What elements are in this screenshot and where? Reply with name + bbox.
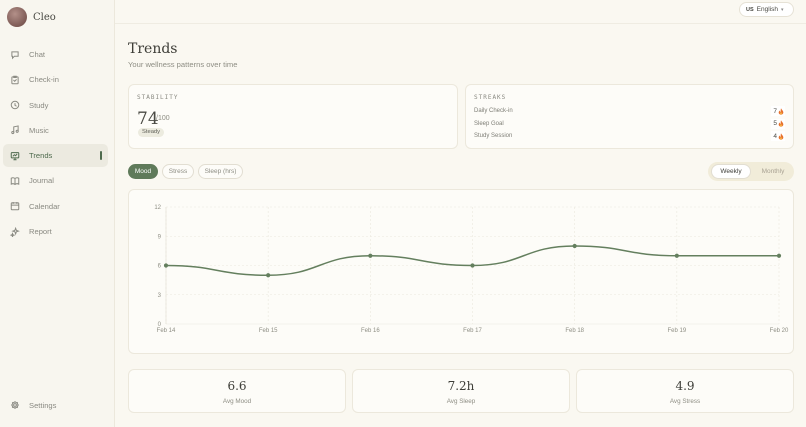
stability-label: STABILITY bbox=[137, 94, 179, 101]
sidebar-item-settings[interactable]: Settings bbox=[10, 400, 56, 410]
x-tick-label: Feb 19 bbox=[667, 328, 686, 334]
sidebar-item-trends[interactable]: Trends bbox=[3, 144, 108, 168]
page-subtitle: Your wellness patterns over time bbox=[128, 60, 238, 69]
data-point bbox=[674, 253, 679, 258]
sidebar-item-label: Journal bbox=[29, 176, 54, 186]
streak-name: Daily Check-in bbox=[474, 108, 513, 114]
stat-value: 7.2h bbox=[447, 379, 475, 393]
brand: Cleo bbox=[7, 7, 56, 27]
book-icon bbox=[10, 177, 20, 186]
flame-icon bbox=[778, 107, 784, 115]
trend-chart-card: 12 9 6 3 0 Feb 14 Feb 15 Feb 16 Feb 17 Feb 18 Feb … bbox=[128, 189, 794, 354]
data-point bbox=[572, 243, 577, 249]
streak-count-value: 5 bbox=[773, 120, 777, 127]
data-point bbox=[470, 263, 475, 268]
stat-label: Avg Stress bbox=[669, 398, 701, 405]
sidebar-item-label: Chat bbox=[29, 50, 46, 59]
tab-stress[interactable]: Stress bbox=[162, 164, 194, 179]
streak-count: 5 bbox=[771, 118, 785, 129]
sidebar-item-label: Check-in bbox=[29, 75, 59, 85]
streak-count: 7 bbox=[771, 106, 785, 116]
sidebar-item-label: Calendar bbox=[29, 201, 60, 211]
x-tick-label: Feb 15 bbox=[259, 328, 278, 334]
stat-card-sleep: 7.2h Avg Sleep bbox=[352, 369, 570, 413]
sidebar-item-chat[interactable]: Chat bbox=[3, 43, 108, 66]
streak-row: Sleep Goal 5 bbox=[474, 118, 785, 129]
stat-value: 6.6 bbox=[227, 379, 247, 393]
sidebar-item-label: Trends bbox=[29, 151, 53, 161]
status-badge: Steady bbox=[138, 128, 165, 137]
streak-row: Daily Check-in 7 bbox=[474, 106, 785, 116]
clipboard-icon bbox=[11, 75, 19, 85]
flag-icon: US bbox=[746, 6, 754, 13]
stability-value: 74 bbox=[137, 109, 159, 129]
sidebar-item-label: Report bbox=[29, 227, 52, 237]
sidebar-item-journal[interactable]: Journal bbox=[3, 169, 108, 192]
streak-name: Study Session bbox=[474, 133, 513, 139]
sidebar: Cleo Chat Check-in Study Music Trends Jo… bbox=[0, 0, 115, 427]
presentation-chart-icon bbox=[10, 151, 20, 160]
toggle-monthly[interactable]: Monthly bbox=[761, 168, 785, 175]
sidebar-item-label: Study bbox=[29, 100, 49, 110]
x-tick-label: Feb 18 bbox=[565, 328, 584, 334]
active-indicator bbox=[100, 151, 102, 161]
streak-name: Sleep Goal bbox=[474, 120, 504, 127]
sidebar-item-music[interactable]: Music bbox=[3, 119, 108, 142]
y-tick-label: 3 bbox=[158, 293, 162, 299]
y-tick-label: 9 bbox=[158, 234, 162, 240]
tab-mood[interactable]: Mood bbox=[128, 164, 158, 179]
x-tick-label: Feb 20 bbox=[770, 328, 789, 334]
flame-icon bbox=[778, 132, 784, 140]
y-tick-label: 12 bbox=[154, 205, 161, 211]
stability-max: /100 bbox=[156, 115, 170, 122]
sidebar-item-study[interactable]: Study bbox=[3, 94, 108, 117]
chevron-down-icon: ▾ bbox=[780, 6, 784, 13]
sidebar-item-check-in[interactable]: Check-in bbox=[3, 68, 108, 91]
data-point bbox=[368, 253, 373, 258]
gear-icon bbox=[11, 401, 19, 409]
flame-icon bbox=[778, 120, 784, 127]
data-point bbox=[163, 263, 169, 268]
streak-count-value: 4 bbox=[773, 132, 777, 140]
stat-card-stress: 4.9 Avg Stress bbox=[576, 369, 794, 413]
calendar-icon bbox=[10, 202, 20, 211]
streaks-label: STREAKS bbox=[474, 94, 507, 101]
app-name: Cleo bbox=[33, 11, 56, 23]
stat-card-mood: 6.6 Avg Mood bbox=[128, 369, 346, 413]
chat-bubble-icon bbox=[11, 50, 19, 59]
stat-label: Avg Sleep bbox=[446, 398, 476, 405]
sidebar-item-report[interactable]: Report bbox=[3, 220, 108, 243]
x-tick-label: Feb 17 bbox=[463, 328, 482, 334]
streaks-card: STREAKS Daily Check-in 7 Sleep Goal 5 St… bbox=[465, 84, 794, 149]
stat-value: 4.9 bbox=[675, 379, 695, 393]
sidebar-item-calendar[interactable]: Calendar bbox=[3, 195, 108, 218]
topbar-divider bbox=[115, 23, 806, 24]
language-selector[interactable]: US English ▾ bbox=[739, 2, 794, 17]
toggle-weekly[interactable]: Weekly bbox=[711, 164, 751, 179]
stat-label: Avg Mood bbox=[222, 398, 252, 405]
streak-row: Study Session 4 bbox=[474, 131, 785, 141]
stability-card: STABILITY 74 /100 Steady bbox=[128, 84, 458, 149]
language-label: English bbox=[756, 6, 778, 13]
music-note-icon bbox=[11, 125, 19, 135]
avatar[interactable] bbox=[7, 7, 27, 27]
y-tick-label: 6 bbox=[158, 264, 162, 270]
page-title: Trends bbox=[128, 41, 178, 57]
sparkle-icon bbox=[10, 226, 20, 237]
settings-label: Settings bbox=[29, 400, 57, 410]
x-tick-label: Feb 16 bbox=[361, 328, 380, 334]
range-toggle: Weekly Monthly bbox=[708, 162, 794, 181]
data-point bbox=[776, 253, 782, 258]
tab-sleep[interactable]: Sleep (hrs) bbox=[198, 164, 243, 179]
sidebar-item-label: Music bbox=[29, 125, 49, 135]
y-tick-label: 0 bbox=[158, 322, 162, 328]
data-point bbox=[266, 273, 271, 278]
x-tick-label: Feb 14 bbox=[157, 328, 176, 334]
streak-count: 4 bbox=[771, 131, 785, 141]
clock-icon bbox=[10, 100, 20, 110]
sidebar-nav: Chat Check-in Study Music Trends Journal… bbox=[3, 43, 108, 245]
streak-count-value: 7 bbox=[773, 107, 777, 115]
